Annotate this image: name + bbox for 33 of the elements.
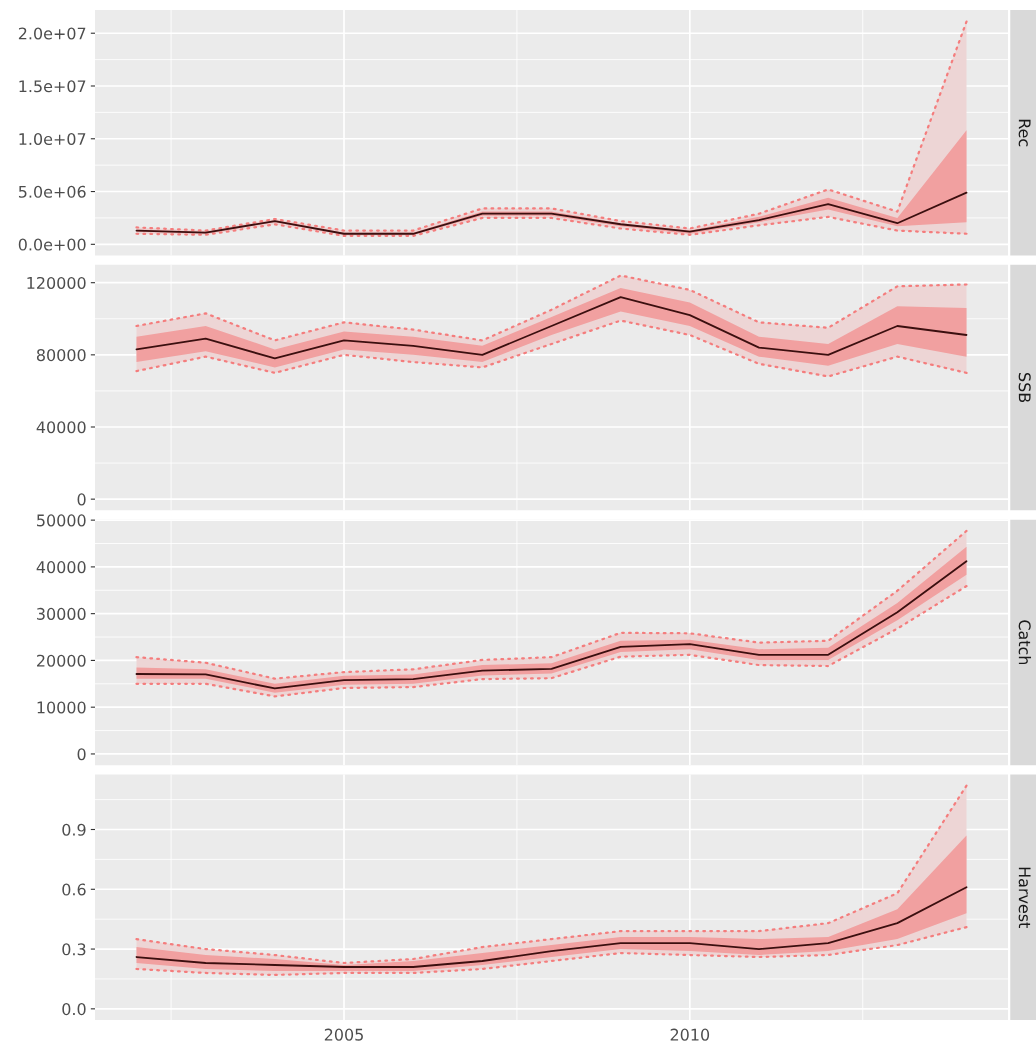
y-tick-label: 80000 — [36, 349, 86, 362]
y-tick-label: 5.0e+06 — [18, 185, 86, 198]
y-tick-label: 0.3 — [62, 943, 86, 956]
y-tick-label: 40000 — [36, 561, 86, 574]
y-tick-label: 0 — [77, 493, 86, 506]
line-series — [135, 886, 968, 968]
y-tick-label: 0.6 — [62, 883, 86, 896]
x-tick-label: 2010 — [670, 1028, 710, 1041]
line-series — [135, 296, 968, 360]
y-tick-label: 0.9 — [62, 823, 86, 836]
y-tick-label: 2.0e+07 — [18, 27, 86, 40]
line-series — [135, 319, 968, 378]
y-tick-label: 0.0e+00 — [18, 238, 86, 251]
x-tick-label: 2005 — [324, 1028, 363, 1041]
line-series — [135, 584, 968, 698]
y-tick-label: 40000 — [36, 421, 86, 434]
y-tick-label: 0 — [77, 748, 86, 761]
y-tick-label: 1.0e+07 — [19, 132, 86, 146]
y-tick-label: 120000 — [27, 276, 86, 289]
y2-axis-title: SSB — [1018, 373, 1031, 403]
y-tick-label: 20000 — [37, 654, 86, 667]
y-tick-label: 1.5e+07 — [19, 80, 86, 93]
line-series — [135, 274, 968, 342]
y2-axis-title: Catch — [1018, 620, 1032, 665]
line-series — [135, 191, 968, 235]
y-tick-label: 0.0 — [62, 1003, 86, 1016]
y2-axis-title: Rec — [1018, 119, 1031, 147]
y-tick-label: 30000 — [37, 607, 86, 620]
line-series — [135, 215, 968, 237]
line-series — [135, 926, 968, 977]
y-tick-label: 50000 — [37, 514, 86, 527]
y2-axis-title: Harvest — [1018, 867, 1031, 928]
y-tick-label: 10000 — [37, 701, 86, 714]
